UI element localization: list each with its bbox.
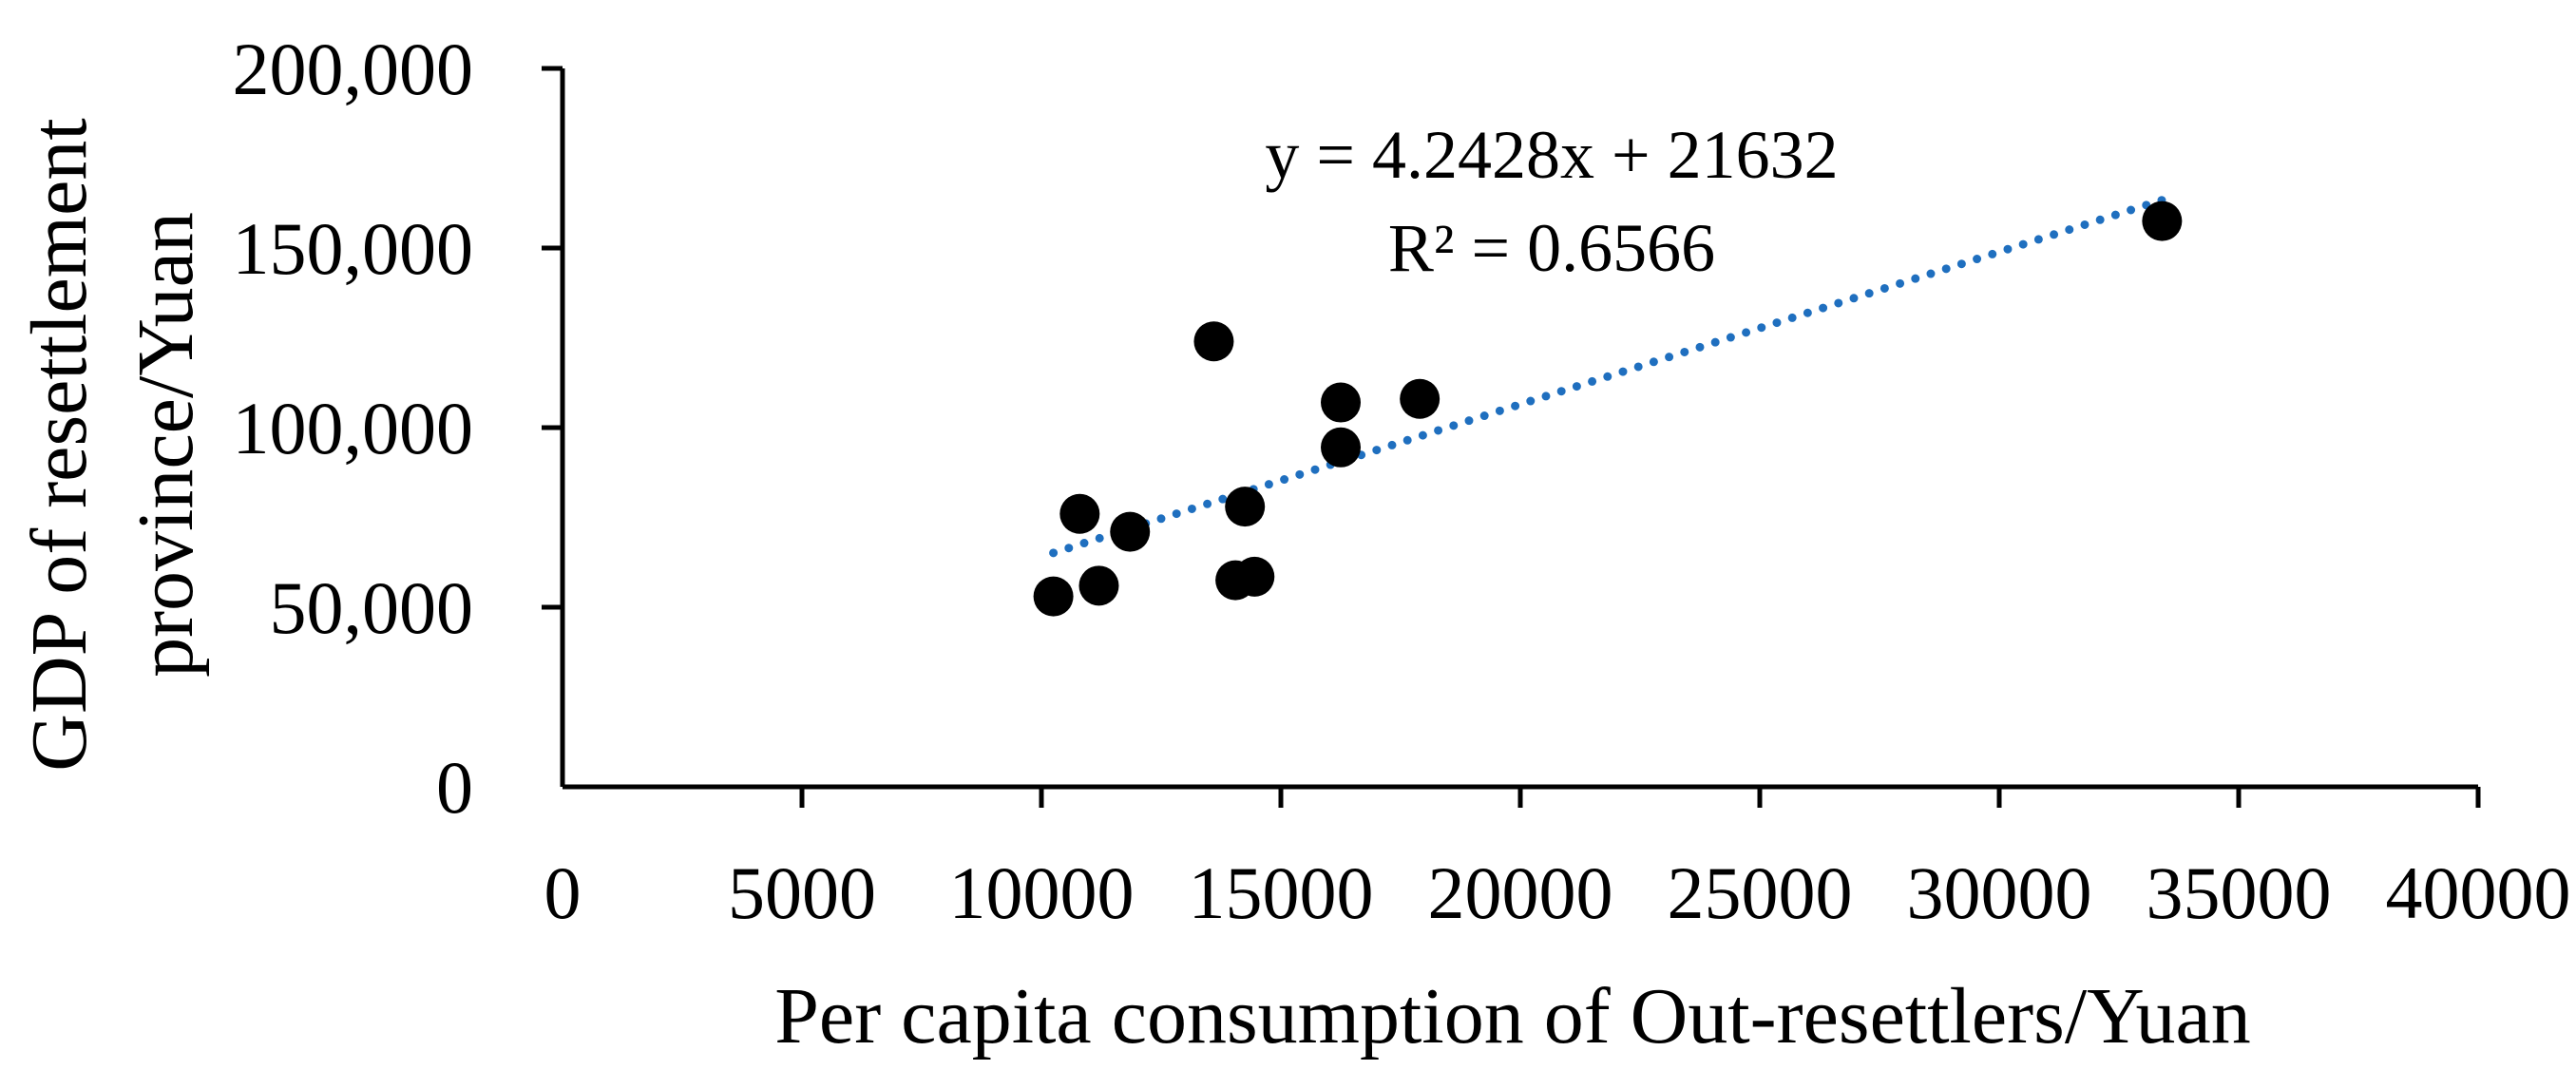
data-point — [1193, 321, 1234, 362]
data-point — [1078, 565, 1119, 606]
data-point — [1059, 493, 1100, 534]
data-point — [1234, 556, 1275, 597]
data-point — [1400, 378, 1441, 419]
y-tick-label: 50,000 — [270, 566, 474, 649]
x-tick-label: 30000 — [1907, 851, 2092, 934]
trendline-r-squared: R² = 0.6566 — [1388, 210, 1715, 286]
x-ticks: 0 5000 10000 15000 20000 25000 30000 35000 40000 — [544, 787, 2571, 934]
y-axis-title-line-1: GDP of resettlement — [15, 118, 104, 771]
data-point — [1110, 511, 1151, 552]
data-point — [1033, 576, 1074, 617]
data-point — [1321, 382, 1361, 423]
y-tick-label: 0 — [436, 746, 473, 829]
x-tick-label: 10000 — [949, 851, 1135, 934]
x-axis-title: Per capita consumption of Out-resettlers… — [774, 972, 2251, 1060]
x-tick-label: 15000 — [1189, 851, 1374, 934]
data-point — [2142, 201, 2183, 241]
data-points — [1033, 201, 2183, 617]
x-tick-label: 35000 — [2147, 851, 2332, 934]
x-tick-label: 40000 — [2386, 851, 2571, 934]
y-tick-label: 200,000 — [233, 28, 474, 110]
y-axis-title-line-2: province/Yuan — [122, 212, 210, 678]
y-axis-title: GDP of resettlement province/Yuan — [15, 118, 210, 771]
x-tick-label: 5000 — [728, 851, 876, 934]
y-tick-label: 100,000 — [233, 387, 474, 469]
data-point — [1225, 487, 1266, 527]
x-tick-label: 20000 — [1428, 851, 1613, 934]
trendline-equation: y = 4.2428x + 21632 — [1265, 117, 1838, 193]
data-point — [1321, 427, 1361, 468]
y-tick-label: 150,000 — [233, 207, 474, 290]
x-tick-label: 25000 — [1668, 851, 1853, 934]
y-ticks: 0 50,000 100,000 150,000 200,000 — [233, 28, 563, 829]
x-tick-label: 0 — [544, 851, 582, 934]
